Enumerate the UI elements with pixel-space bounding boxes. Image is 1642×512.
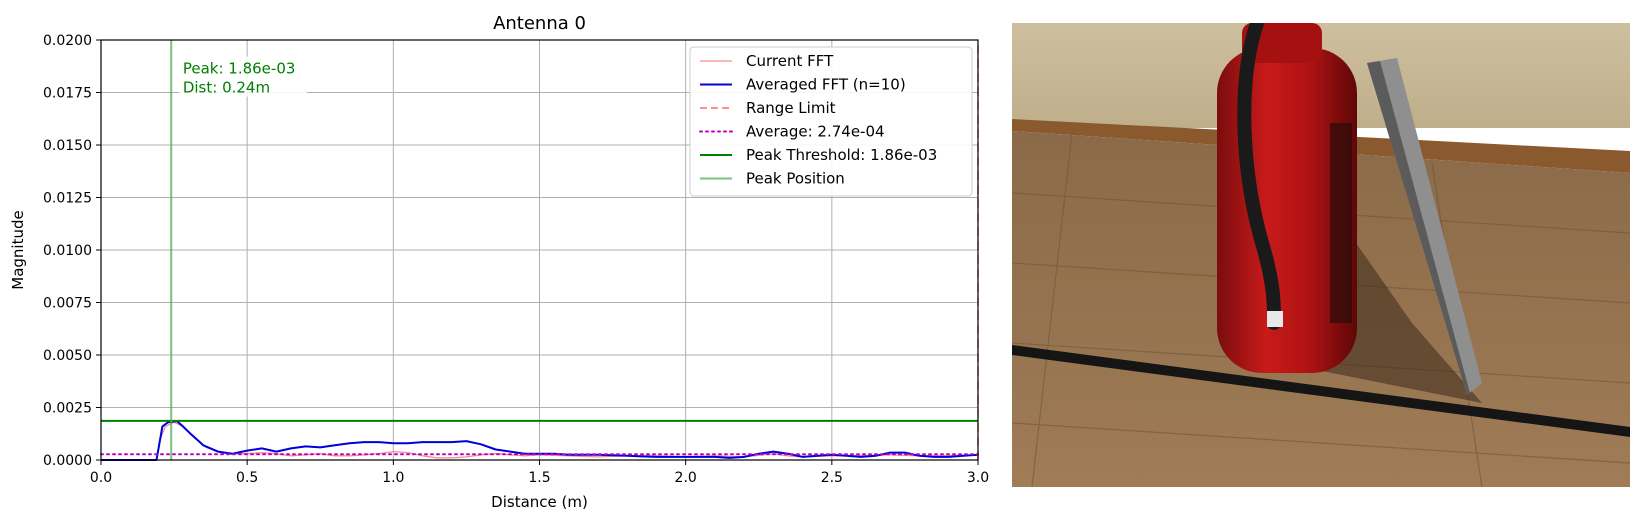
x-tick-label: 2.0 [675, 470, 697, 486]
legend-label-0: Current FFT [746, 52, 834, 70]
y-tick-label: 0.0050 [43, 348, 92, 364]
x-tick-label: 1.5 [528, 470, 550, 486]
y-tick-label: 0.0150 [43, 138, 92, 154]
legend-label-1: Averaged FFT (n=10) [746, 76, 906, 94]
x-tick-label: 1.0 [382, 470, 404, 486]
x-ticks: 0.0 0.5 1.0 1.5 2.0 2.5 3.0 [90, 460, 989, 486]
y-tick-label: 0.0075 [43, 296, 92, 312]
annotation-line: Dist: 0.24m [183, 79, 270, 97]
legend-label-3: Average: 2.74e-04 [746, 123, 885, 141]
y-tick-label: 0.0025 [43, 401, 92, 417]
legend-label-5: Peak Position [746, 170, 845, 188]
annotation-line: Peak: 1.86e-03 [183, 60, 296, 78]
legend: Current FFT Averaged FFT (n=10) Range Limi… [689, 46, 973, 197]
legend-label-2: Range Limit [746, 99, 836, 117]
x-tick-label: 2.5 [821, 470, 843, 486]
legend-box [689, 46, 973, 197]
y-tick-label: 0.0125 [43, 191, 92, 207]
y-tick-label: 0.0100 [43, 243, 92, 259]
y-tick-label: 0.0175 [43, 86, 92, 102]
x-tick-label: 0.5 [236, 470, 258, 486]
x-tick-label: 0.0 [90, 470, 112, 486]
chart-title: Antenna 0 [493, 13, 586, 34]
legend-label-4: Peak Threshold: 1.86e-03 [746, 146, 937, 164]
y-axis-label: Magnitude [9, 210, 27, 289]
x-axis-label: Distance (m) [491, 493, 588, 511]
series-line-1 [101, 420, 979, 461]
y-tick-label: 0.0000 [43, 453, 92, 469]
x-tick-label: 3.0 [967, 470, 989, 486]
y-tick-label: 0.0200 [43, 33, 92, 49]
fire-extinguisher-photo [1012, 23, 1630, 487]
annotation-box [178, 56, 307, 97]
antenna-chart: Antenna 0 0.0 0.5 1.0 1.5 2.0 2.5 3.0 0.00000.… [9, 13, 989, 511]
y-ticks: 0.0000 0.0025 0.0050 0.0075 0.0100 0.0125 0.01… [43, 33, 101, 469]
